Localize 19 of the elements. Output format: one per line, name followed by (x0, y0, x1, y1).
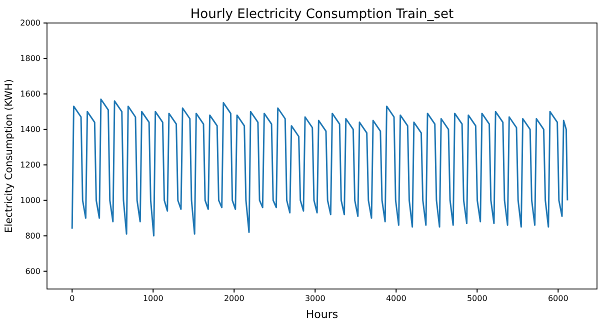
x-tick-label: 4000 (386, 294, 406, 304)
y-tick-label: 1400 (20, 124, 40, 134)
y-tick-label: 800 (25, 231, 40, 240)
y-tick-label: 1200 (20, 160, 40, 170)
line-series (71, 98, 568, 237)
y-tick-label: 1600 (20, 89, 40, 98)
chart-title: Hourly Electricity Consumption Train_set (190, 7, 454, 22)
x-tick-label: 3000 (304, 294, 326, 304)
x-tick-label: 0 (70, 294, 75, 304)
y-tick-label: 1000 (20, 196, 40, 205)
y-tick-label: 600 (25, 266, 40, 276)
y-axis-title: Electricity Consumption (KWH) (4, 79, 15, 233)
x-tick-label: 5000 (466, 294, 488, 304)
y-tick-label: 1800 (20, 54, 40, 64)
y-tick-label: 2000 (20, 18, 40, 28)
x-tick-label: 1000 (142, 294, 164, 304)
x-tick-label: 6000 (548, 294, 568, 304)
x-tick-label: 2000 (224, 294, 244, 304)
x-axis-title: Hours (306, 308, 338, 321)
